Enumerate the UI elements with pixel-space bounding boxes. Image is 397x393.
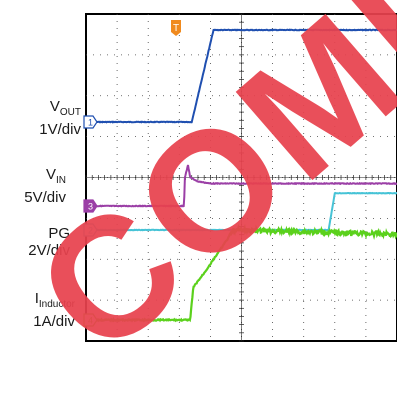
trace-line bbox=[85, 164, 397, 208]
inductor-label: IInductor 1A/div bbox=[33, 290, 75, 330]
channel-ref-number: 2 bbox=[88, 226, 93, 236]
pg-label-main: PG bbox=[48, 225, 70, 242]
trace-line bbox=[85, 223, 397, 323]
vin-scale: 5V/div bbox=[24, 189, 66, 206]
inductor-label-main: I bbox=[34, 290, 39, 307]
channel-ref-marker bbox=[83, 115, 98, 129]
vin-label: VIN 5V/div bbox=[24, 166, 66, 206]
pg-scale: 2V/div bbox=[28, 242, 70, 259]
vout-label-main: V bbox=[49, 98, 60, 115]
trigger-flag bbox=[171, 20, 181, 36]
inductor-label-sub: Inductor bbox=[38, 299, 75, 310]
channel-ref-marker bbox=[83, 223, 98, 237]
vout-label-sub: OUT bbox=[59, 107, 81, 118]
vout-scale: 1V/div bbox=[39, 121, 81, 138]
trigger-marker: T bbox=[173, 23, 179, 34]
channel-ref-number: 3 bbox=[88, 202, 93, 212]
channel-ref-number: 4 bbox=[88, 316, 93, 326]
trace-line bbox=[86, 28, 397, 124]
marker-layer: 1 3 2 4 bbox=[83, 20, 181, 327]
scope-plot: 1 3 2 4 T bbox=[83, 13, 397, 342]
channel-ref-marker bbox=[83, 199, 98, 213]
trace-layer bbox=[85, 28, 397, 323]
vin-label-sub: IN bbox=[56, 175, 66, 186]
channel-ref-number: 1 bbox=[88, 118, 93, 128]
grid-layer bbox=[85, 13, 397, 342]
pg-label: PG 2V/div bbox=[28, 225, 70, 259]
channel-ref-marker bbox=[83, 313, 98, 327]
inductor-scale: 1A/div bbox=[33, 313, 75, 330]
vin-label-main: V bbox=[45, 166, 56, 183]
vout-label: VOUT 1V/div bbox=[39, 98, 81, 138]
